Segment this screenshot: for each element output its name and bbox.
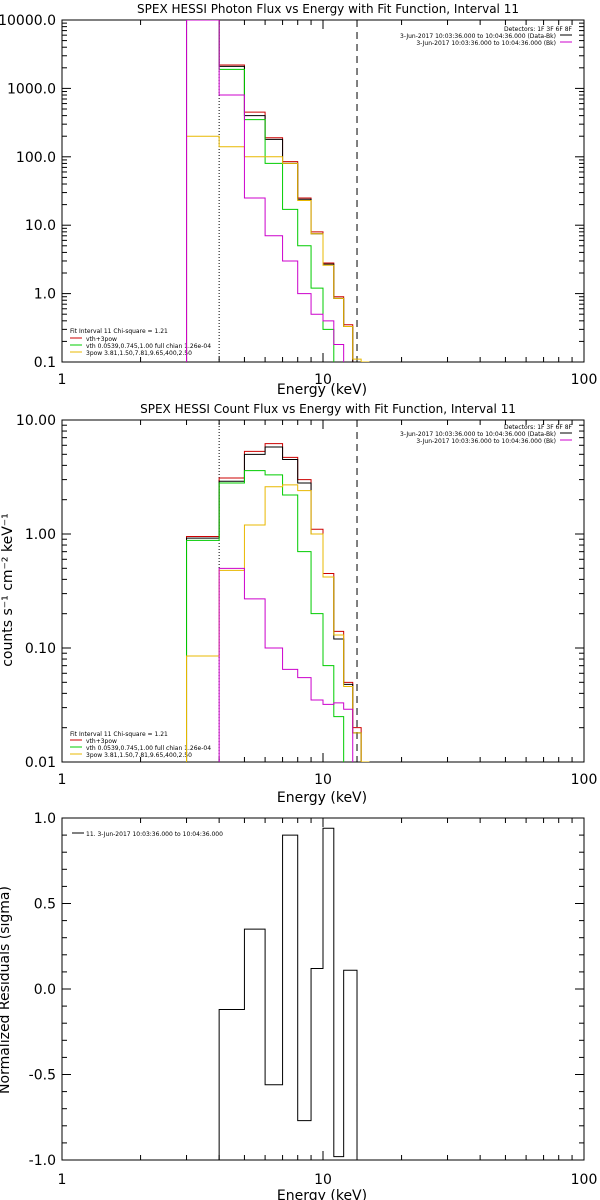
series-bk: [218, 567, 354, 762]
count-flux-fit-line: vth 0.0539,0.745,1.00 full chian 1.26e-0…: [86, 745, 211, 752]
photon-flux-title: SPEX HESSI Photon Flux vs Energy with Fi…: [137, 2, 519, 16]
x-tick-label: 10: [314, 772, 332, 788]
photon-flux-info-line: 3-Jun-2017 10:03:36.000 to 10:04:36.000 …: [416, 40, 556, 47]
y-tick-label: 1.00: [25, 527, 56, 543]
series-vth: [186, 20, 335, 362]
photon-flux-fit-line: 3pow 3.81,1.50,7.81,9.65,400,2.50: [86, 350, 192, 357]
y-tick-label: 0.10: [25, 641, 56, 657]
photon-flux-panel: SPEX HESSI Photon Flux vs Energy with Fi…: [0, 2, 597, 398]
residuals-xlabel: Energy (keV): [277, 1188, 367, 1200]
y-tick-label: 1.0: [34, 811, 56, 827]
count-flux-xlabel: Energy (keV): [277, 790, 367, 806]
photon-flux-detectors: Detectors: 1F 3F 6F 8F: [504, 26, 573, 33]
y-tick-label: -0.5: [29, 1068, 56, 1084]
series-residuals: [218, 827, 358, 1160]
y-tick-label: 0.5: [34, 897, 56, 913]
y-tick-label: 0.01: [25, 755, 56, 771]
x-tick-label: 10: [314, 1172, 332, 1188]
y-tick-label: 0.0: [34, 982, 56, 998]
count-flux-fit-line: 3pow 3.81,1.50,7.81,9.65,400,2.50: [86, 752, 192, 759]
x-tick-label: 1: [58, 372, 67, 388]
y-tick-label: 100.0: [16, 150, 56, 166]
x-tick-label: 100: [571, 372, 598, 388]
series-vth: [186, 470, 345, 762]
photon-flux-fit-line: vth 0.0539,0.745,1.00 full chian 1.26e-0…: [86, 343, 211, 350]
photon-flux-xlabel: Energy (keV): [277, 382, 367, 398]
x-tick-label: 1: [58, 772, 67, 788]
photon-flux-info-line: 3-Jun-2017 10:03:36.000 to 10:04:36.000 …: [400, 33, 556, 40]
y-tick-label: -1.0: [29, 1153, 56, 1169]
x-tick-label: 1: [58, 1172, 67, 1188]
series-vth-3pow: [186, 20, 370, 362]
count-flux-fit-header: Fit Interval 11 Chi-square = 1.21: [70, 731, 168, 738]
count-flux-ylabel: counts s⁻¹ cm⁻² keV⁻¹: [0, 513, 16, 667]
residuals-panel: Energy (keV) Normalized Residuals (sigma…: [0, 811, 597, 1200]
y-tick-label: 10.00: [16, 413, 56, 429]
count-flux-title: SPEX HESSI Count Flux vs Energy with Fit…: [140, 402, 516, 416]
series-bk: [186, 20, 345, 362]
count-flux-info-line: 3-Jun-2017 10:03:36.000 to 10:04:36.000 …: [400, 431, 556, 438]
x-tick-label: 10: [314, 372, 332, 388]
y-tick-label: 1000.0: [7, 81, 56, 97]
x-tick-label: 100: [571, 1172, 598, 1188]
count-flux-fit-line: vth+3pow: [86, 738, 117, 745]
photon-flux-fit-header: Fit Interval 11 Chi-square = 1.21: [70, 328, 168, 335]
y-tick-label: 10.0: [25, 218, 56, 234]
residuals-ylabel: Normalized Residuals (sigma): [0, 886, 13, 1094]
y-tick-label: 0.1: [34, 355, 56, 371]
y-tick-label: 1.0: [34, 287, 56, 303]
photon-flux-fit-line: vth+3pow: [86, 336, 117, 343]
residuals-legend: 11. 3-Jun-2017 10:03:36.000 to 10:04:36.…: [86, 831, 223, 838]
y-tick-label: 10000.0: [0, 13, 56, 29]
count-flux-panel: SPEX HESSI Count Flux vs Energy with Fit…: [0, 402, 597, 806]
x-tick-label: 100: [571, 772, 598, 788]
count-flux-detectors: Detectors: 1F 3F 6F 8F: [504, 424, 573, 431]
count-flux-info-line: 3-Jun-2017 10:03:36.000 to 10:04:36.000 …: [416, 438, 556, 445]
